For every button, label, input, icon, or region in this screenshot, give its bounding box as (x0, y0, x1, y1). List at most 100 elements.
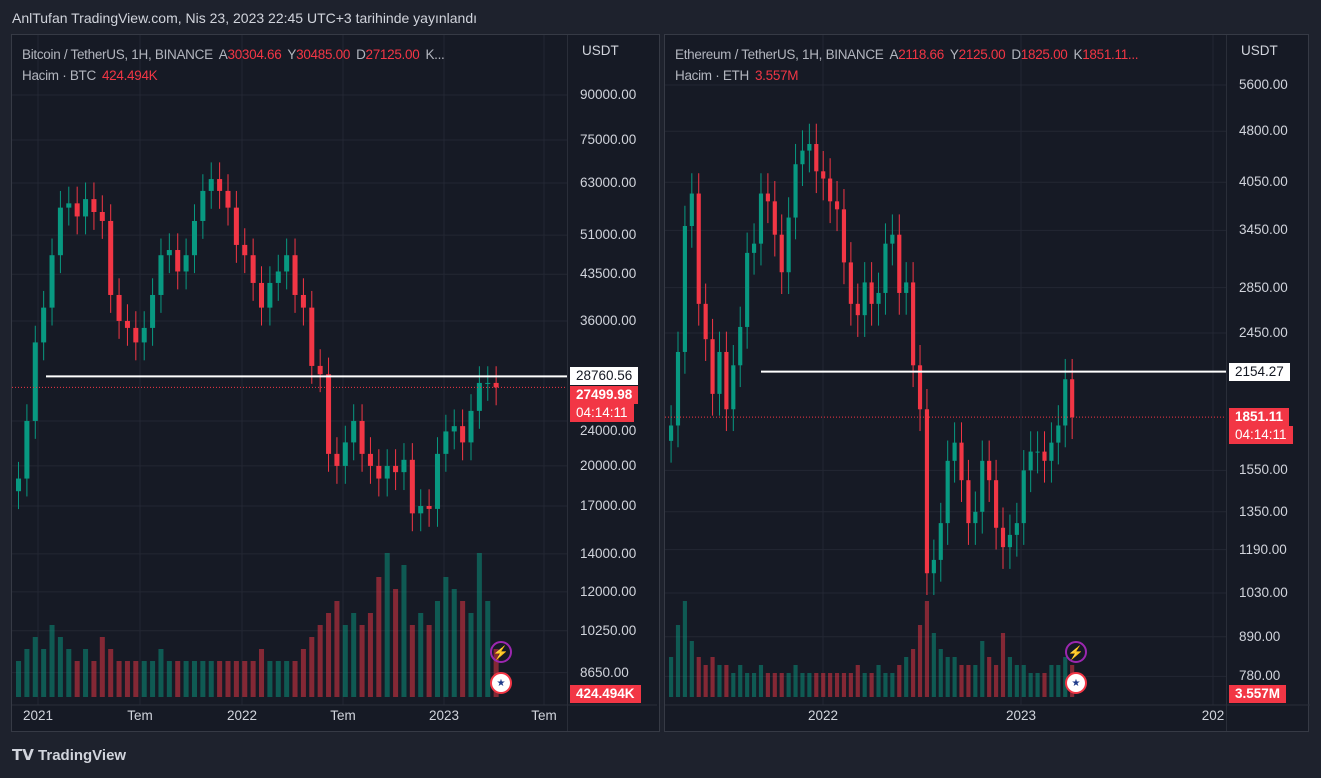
volume-bar (16, 661, 22, 697)
time-label: Tem (127, 708, 153, 723)
candle-body (267, 282, 273, 308)
volume-bar (384, 553, 390, 697)
candle-body (200, 190, 206, 221)
candle-body (259, 282, 265, 308)
volume-bar (108, 649, 114, 697)
us-flag-icon[interactable]: ★ (490, 672, 512, 694)
candle-body (300, 294, 306, 308)
volume-bar (952, 657, 957, 697)
price-tick: 5600.00 (1239, 77, 1288, 92)
candle-body (250, 255, 256, 283)
candle-body (74, 203, 80, 217)
candle-body (460, 426, 466, 443)
candle-body (150, 294, 156, 328)
volume-bar (292, 661, 298, 697)
candle-body (468, 410, 474, 443)
volume-bar (267, 661, 273, 697)
volume-bar (689, 641, 694, 697)
time-label: 2021 (22, 708, 54, 723)
volume-bar (841, 673, 847, 697)
volume-bar (426, 625, 432, 697)
candle-body (342, 442, 348, 466)
eth-chart-panel[interactable]: Ethereum / TetherUS, 1H, BINANCE A2118.66… (664, 34, 1311, 733)
btc-price-axis[interactable]: USDT 28760.56 27499.98 04:14:11 424.494K 900… (567, 35, 662, 731)
candle-body (426, 505, 432, 509)
candle-body (309, 307, 315, 366)
volume-bar (973, 665, 978, 697)
candle-body (869, 282, 874, 304)
candle-body (49, 255, 55, 308)
volume-bar (848, 673, 853, 697)
volume-bar (710, 657, 715, 697)
volume-bar (876, 665, 881, 697)
candle-body (883, 243, 888, 293)
us-flag-icon[interactable]: ★ (1065, 672, 1087, 694)
volume-bar (669, 657, 674, 697)
eth-volume-legend: Hacim · ETH 3.557M (675, 68, 799, 83)
candle-body (217, 179, 223, 191)
countdown-tag: 04:14:11 (1229, 426, 1293, 445)
price-tick: 20000.00 (580, 457, 637, 473)
volume-tag: 3.557M (1229, 685, 1287, 703)
volume-bar (931, 633, 936, 697)
candle-body (275, 271, 281, 283)
candle-body (208, 179, 214, 191)
btc-chart-canvas[interactable] (12, 35, 661, 733)
candle-body (317, 365, 323, 375)
candle-body (1063, 379, 1068, 426)
last-price-tag: 27499.98 (570, 386, 639, 405)
candle-body (669, 425, 674, 441)
candle-body (1035, 451, 1040, 453)
volume-bar (418, 613, 424, 697)
candle-body (66, 203, 72, 208)
tradingview-logo[interactable]: 𝗧𝗩 TradingView (12, 747, 127, 764)
candle-body (175, 250, 181, 272)
candle-body (191, 220, 197, 256)
candle-body (751, 243, 757, 253)
candle-body (959, 442, 964, 481)
volume-bar (814, 673, 819, 697)
candle-body (917, 365, 923, 410)
price-tick: 90000.00 (580, 87, 637, 102)
candle-body (41, 307, 47, 343)
candle-body (183, 255, 189, 272)
btc-chart-panel[interactable]: Bitcoin / TetherUS, 1H, BINANCE A30304.66… (11, 34, 660, 732)
volume-bar (945, 657, 950, 697)
volume-bar (834, 673, 840, 697)
countdown-tag: 04:14:11 (570, 404, 634, 423)
volume-bar (250, 661, 256, 697)
candle-body (409, 459, 415, 514)
volume-bar (724, 665, 729, 697)
eth-legend: Ethereum / TetherUS, 1H, BINANCE A2118.66… (675, 47, 1139, 62)
volume-bar (738, 665, 743, 697)
candle-body (973, 511, 978, 524)
lightning-icon[interactable]: ⚡ (490, 641, 512, 663)
volume-bar (351, 613, 357, 697)
volume-bar (217, 661, 223, 697)
volume-bar (765, 673, 770, 697)
volume-tag: 424.494K (570, 685, 641, 703)
volume-bar (1028, 673, 1033, 697)
volume-bar (175, 661, 181, 697)
candle-body (434, 453, 440, 509)
volume-bar (911, 649, 916, 697)
candle-body (828, 178, 833, 202)
eth-chart-canvas[interactable] (665, 35, 1310, 733)
candle-body (166, 250, 172, 256)
time-label: 2023 (1005, 708, 1037, 723)
volume-bar (897, 665, 902, 697)
lightning-icon[interactable]: ⚡ (1065, 641, 1087, 663)
volume-bar (284, 661, 290, 697)
volume-bar (1014, 665, 1019, 697)
candle-body (841, 209, 847, 263)
candle-body (682, 226, 687, 352)
candle-body (987, 460, 992, 481)
candle-body (848, 262, 853, 304)
candle-body (83, 199, 89, 217)
candle-body (793, 164, 798, 218)
btc-volume-legend: Hacim · BTC 424.494K (22, 68, 158, 83)
hline-price-tag: 28760.56 (570, 367, 639, 386)
eth-price-axis[interactable]: USDT 2154.27 1851.11 04:14:11 3.557M 5600.00… (1226, 35, 1311, 731)
time-label: Tem (531, 708, 557, 723)
volume-bar (800, 673, 805, 697)
